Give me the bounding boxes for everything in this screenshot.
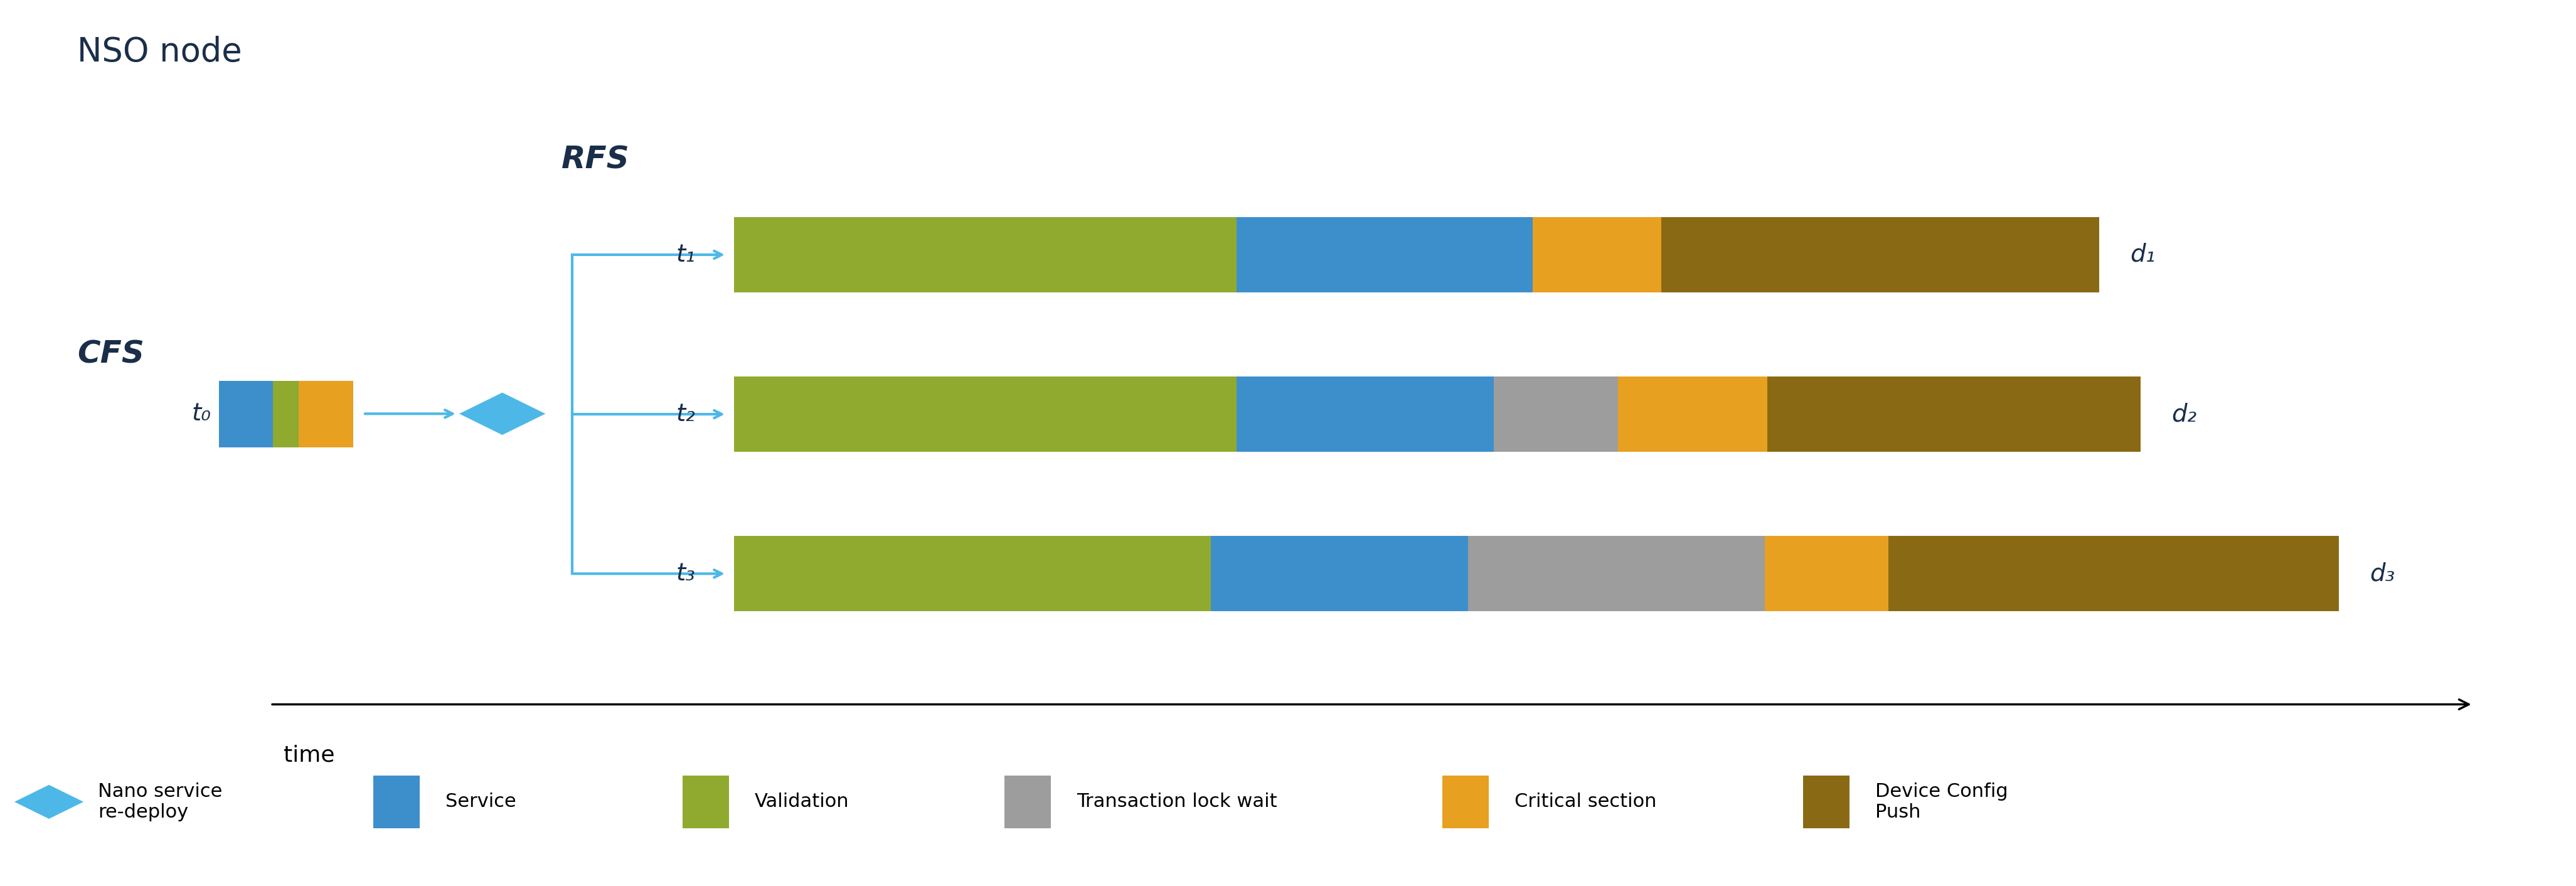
- Bar: [1767, 377, 2141, 452]
- Text: Service: Service: [446, 793, 515, 811]
- Bar: [1494, 377, 1618, 452]
- Bar: [1618, 377, 1767, 452]
- Bar: [734, 536, 1211, 611]
- Bar: [1236, 377, 1494, 452]
- Bar: [734, 217, 1236, 292]
- Bar: [299, 381, 353, 447]
- Bar: [1533, 217, 1662, 292]
- Bar: [1211, 536, 1468, 611]
- Text: d₃: d₃: [2370, 562, 2396, 586]
- Bar: [1803, 775, 1850, 828]
- Text: Validation: Validation: [755, 793, 850, 811]
- Text: time: time: [283, 744, 335, 766]
- Bar: [219, 381, 273, 447]
- Text: t₀: t₀: [191, 402, 211, 425]
- Text: NSO node: NSO node: [77, 35, 242, 68]
- Bar: [1662, 217, 2099, 292]
- Text: Device Config
Push: Device Config Push: [1875, 782, 2009, 821]
- Text: t₂: t₂: [675, 402, 696, 426]
- Bar: [1765, 536, 1888, 611]
- Bar: [1005, 775, 1051, 828]
- Bar: [734, 377, 1236, 452]
- Bar: [1443, 775, 1489, 828]
- Text: Critical section: Critical section: [1515, 793, 1656, 811]
- Polygon shape: [13, 784, 85, 820]
- Text: d₁: d₁: [2130, 243, 2156, 267]
- Polygon shape: [459, 392, 546, 436]
- Bar: [374, 775, 420, 828]
- Text: RFS: RFS: [562, 144, 629, 175]
- Bar: [683, 775, 729, 828]
- Text: d₂: d₂: [2172, 402, 2197, 426]
- Bar: [1236, 217, 1533, 292]
- Bar: [1468, 536, 1765, 611]
- Text: Nano service
re-deploy: Nano service re-deploy: [98, 782, 222, 821]
- Text: t₃: t₃: [675, 562, 696, 586]
- Text: Transaction lock wait: Transaction lock wait: [1077, 793, 1278, 811]
- Text: CFS: CFS: [77, 339, 144, 369]
- Bar: [1888, 536, 2339, 611]
- Bar: [273, 381, 299, 447]
- Text: t₁: t₁: [675, 243, 696, 267]
